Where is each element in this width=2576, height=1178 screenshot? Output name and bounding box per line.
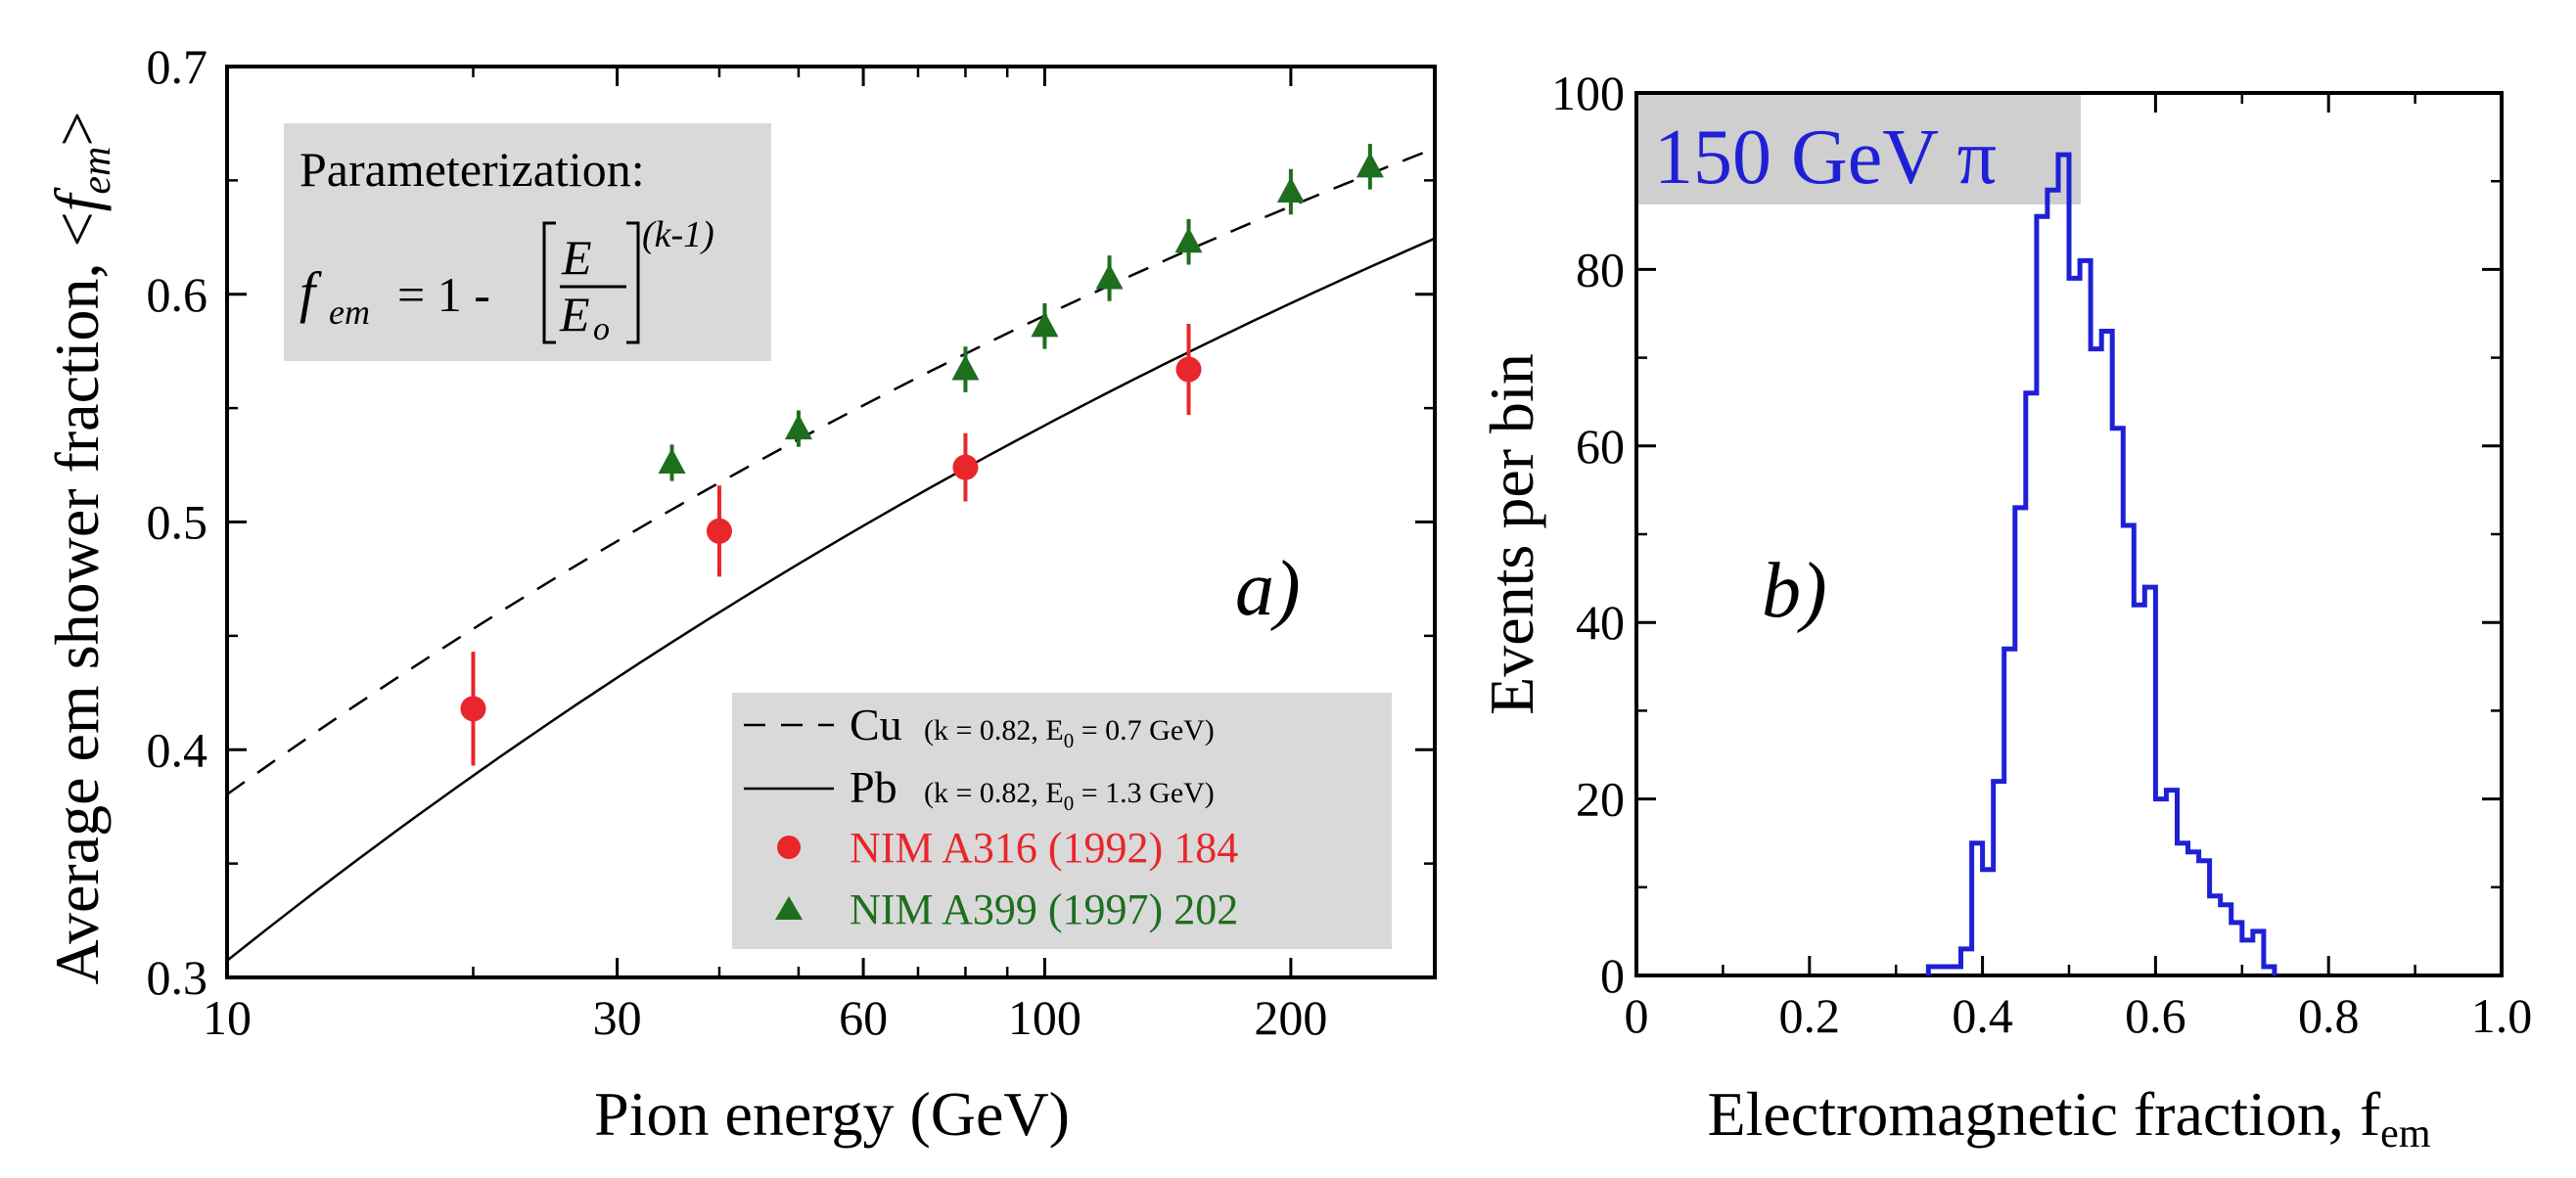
data-point-nim-a399 bbox=[1095, 255, 1124, 301]
legend-circle-marker bbox=[777, 836, 801, 859]
y-tick-label: 0.5 bbox=[147, 495, 208, 550]
x-tick-label: 200 bbox=[1254, 990, 1327, 1045]
legend-label-nim-a399: NIM A399 (1997) 202 bbox=[850, 885, 1238, 933]
legend-label-pb: Pb bbox=[850, 762, 897, 812]
triangle-marker bbox=[1031, 311, 1059, 338]
panel-a-label: a) bbox=[1235, 546, 1301, 632]
legend: Cu (k = 0.82, E0 = 0.7 GeV) Pb (k = 0.82… bbox=[732, 693, 1392, 949]
data-point-nim-a399 bbox=[1031, 303, 1059, 349]
y-tick-label: 0.6 bbox=[147, 267, 208, 322]
x-tick-label: 30 bbox=[593, 990, 642, 1045]
triangle-marker bbox=[1356, 152, 1384, 178]
panel-b-tick-labels: 0 0.2 0.4 0.6 0.8 1.0 0 20 40 60 80 100 bbox=[1551, 66, 2532, 1043]
panel-b-x-axis-label: Electromagnetic fraction, fem bbox=[1708, 1079, 2431, 1156]
legend-triangle-marker bbox=[775, 896, 803, 920]
data-point-nim-a316 bbox=[1175, 324, 1202, 416]
y-tick-label: 80 bbox=[1576, 242, 1625, 296]
y-tick-label: 100 bbox=[1551, 66, 1625, 120]
panel-a-y-axis-label: Average em shower fraction, <fem> bbox=[42, 112, 119, 985]
data-point-nim-a399 bbox=[1174, 218, 1203, 265]
circle-marker bbox=[706, 518, 732, 544]
data-point-nim-a316 bbox=[952, 432, 979, 502]
triangle-marker bbox=[1276, 177, 1305, 204]
data-point-nim-a316 bbox=[460, 652, 486, 766]
triangle-marker bbox=[1095, 263, 1124, 290]
triangle-marker bbox=[784, 414, 812, 440]
panel-b-y-axis-label: Events per bin bbox=[1477, 353, 1546, 715]
formula-denominator-sub: o bbox=[593, 311, 610, 347]
x-tick-label: 0.2 bbox=[1779, 988, 1841, 1043]
legend-item-cu: Cu (k = 0.82, E0 = 0.7 GeV) bbox=[744, 700, 1215, 752]
panel-b: 0 0.2 0.4 0.6 0.8 1.0 0 20 40 60 80 100 150 GeV π b… bbox=[1477, 66, 2532, 1156]
x-tick-label: 0 bbox=[1625, 988, 1649, 1043]
panel-a-curves bbox=[226, 147, 1436, 962]
y-tick-label: 0.4 bbox=[147, 722, 208, 777]
curve-cu bbox=[226, 147, 1436, 795]
triangle-marker bbox=[951, 354, 980, 381]
circle-marker bbox=[952, 454, 979, 480]
parameterization-background bbox=[284, 123, 771, 361]
panel-a-tick-labels: 10 30 60 100 200 0.3 0.4 0.5 0.6 0.7 bbox=[147, 39, 1328, 1045]
formula-equals: = 1 - bbox=[397, 267, 490, 322]
formula-left-bracket bbox=[542, 221, 556, 344]
data-point-nim-a399 bbox=[784, 410, 812, 447]
y-tick-label: 0.3 bbox=[147, 950, 208, 1005]
panel-b-label: b) bbox=[1762, 548, 1827, 634]
panel-a-ticks bbox=[225, 65, 1437, 979]
x-tick-label: 0.6 bbox=[2125, 988, 2186, 1043]
panel-a-points bbox=[460, 144, 1384, 766]
y-tick-label: 0 bbox=[1600, 948, 1625, 1003]
parameterization-box: Parameterization: f em = 1 - E E o (k-1) bbox=[284, 123, 771, 361]
x-tick-label: 10 bbox=[203, 990, 252, 1045]
histogram-step-line bbox=[1925, 152, 2277, 975]
circle-marker bbox=[1175, 356, 1202, 383]
formula-right-bracket bbox=[626, 221, 640, 344]
parameterization-title: Parameterization: bbox=[299, 142, 645, 197]
formula: f em = 1 - E E o (k-1) bbox=[299, 214, 714, 347]
panel-a-x-axis-label: Pion energy (GeV) bbox=[594, 1079, 1070, 1149]
legend-item-nim-a316: NIM A316 (1992) 184 bbox=[777, 824, 1238, 872]
data-point-nim-a399 bbox=[1276, 168, 1305, 215]
legend-label-nim-a316: NIM A316 (1992) 184 bbox=[850, 824, 1238, 872]
x-tick-label: 60 bbox=[839, 990, 888, 1045]
legend-item-nim-a399: NIM A399 (1997) 202 bbox=[775, 885, 1238, 933]
legend-params-cu: (k = 0.82, E0 = 0.7 GeV) bbox=[924, 714, 1215, 752]
data-point-nim-a399 bbox=[951, 346, 980, 392]
panel-b-title: 150 GeV π bbox=[1654, 114, 1997, 201]
y-tick-label: 60 bbox=[1576, 419, 1625, 474]
triangle-marker bbox=[1174, 227, 1203, 253]
legend-background bbox=[732, 693, 1392, 949]
circle-marker bbox=[460, 696, 486, 722]
y-tick-label: 20 bbox=[1576, 772, 1625, 827]
formula-denominator: E bbox=[559, 287, 590, 341]
y-tick-label: 0.7 bbox=[147, 39, 208, 94]
legend-params-pb: (k = 0.82, E0 = 1.3 GeV) bbox=[924, 777, 1215, 815]
curve-pb bbox=[226, 237, 1436, 962]
panel-b-title-background bbox=[1638, 95, 2081, 204]
x-tick-label: 0.4 bbox=[1952, 988, 2013, 1043]
data-point-nim-a316 bbox=[706, 485, 732, 577]
histogram bbox=[1925, 152, 2277, 975]
legend-item-pb: Pb (k = 0.82, E0 = 1.3 GeV) bbox=[744, 762, 1215, 815]
data-point-nim-a399 bbox=[1356, 144, 1384, 190]
x-tick-label: 100 bbox=[1008, 990, 1081, 1045]
formula-numerator: E bbox=[561, 230, 592, 285]
x-tick-label: 0.8 bbox=[2298, 988, 2360, 1043]
y-tick-label: 40 bbox=[1576, 595, 1625, 650]
formula-exponent: (k-1) bbox=[642, 214, 714, 255]
legend-label-cu: Cu bbox=[850, 700, 902, 749]
triangle-marker bbox=[658, 447, 686, 474]
formula-f-sub: em bbox=[329, 293, 370, 332]
x-tick-label: 1.0 bbox=[2471, 988, 2533, 1043]
data-point-nim-a399 bbox=[658, 444, 686, 481]
panel-a: 10 30 60 100 200 0.3 0.4 0.5 0.6 0.7 Parameteriza… bbox=[42, 39, 1437, 1149]
